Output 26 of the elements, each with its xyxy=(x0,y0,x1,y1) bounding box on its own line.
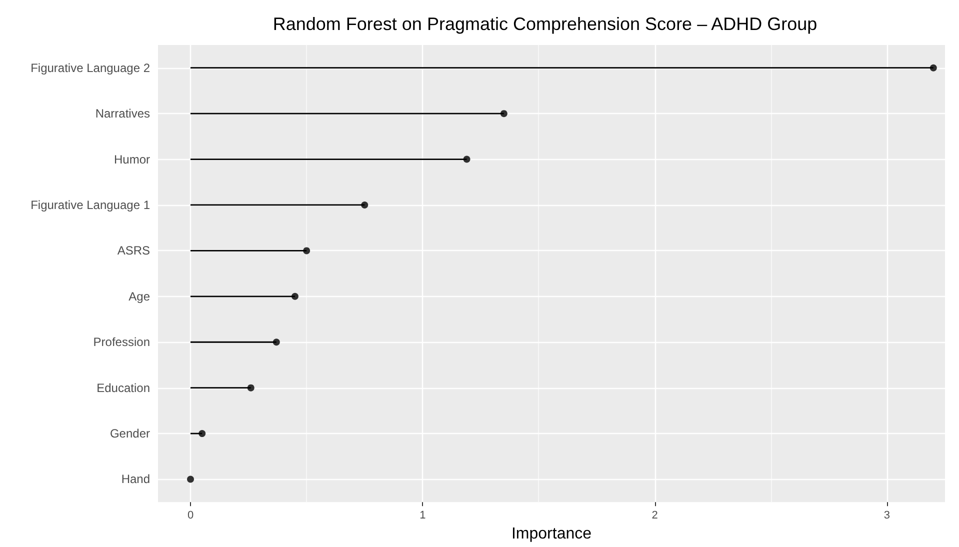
x-tick-label: 1 xyxy=(420,510,426,522)
y-tick-label: Age xyxy=(128,289,150,304)
point xyxy=(500,110,508,118)
y-tick-label: Education xyxy=(96,380,150,395)
y-tick-label: Profession xyxy=(93,335,150,350)
x-tick-label: 0 xyxy=(187,510,194,522)
x-tick-label: 2 xyxy=(652,510,658,522)
x-tick-label: 3 xyxy=(884,510,890,522)
y-tick-label: Figurative Language 1 xyxy=(30,198,150,212)
y-tick-label: Narratives xyxy=(95,106,150,121)
y-tick-label: ASRS xyxy=(117,244,150,258)
point xyxy=(303,247,310,254)
point xyxy=(272,338,280,346)
point xyxy=(361,201,368,208)
x-axis-title: Importance xyxy=(511,526,592,542)
point xyxy=(930,64,937,72)
point xyxy=(198,430,206,438)
point xyxy=(247,384,254,392)
point xyxy=(463,156,470,163)
y-tick-label: Hand xyxy=(121,472,150,486)
point xyxy=(291,292,298,300)
y-tick-label: Figurative Language 2 xyxy=(30,60,150,75)
chart-title: Random Forest on Pragmatic Comprehension Score – ADHD Group xyxy=(272,14,818,34)
point xyxy=(187,476,194,483)
y-tick-label: Gender xyxy=(110,426,150,441)
y-tick-label: Humor xyxy=(114,152,150,166)
